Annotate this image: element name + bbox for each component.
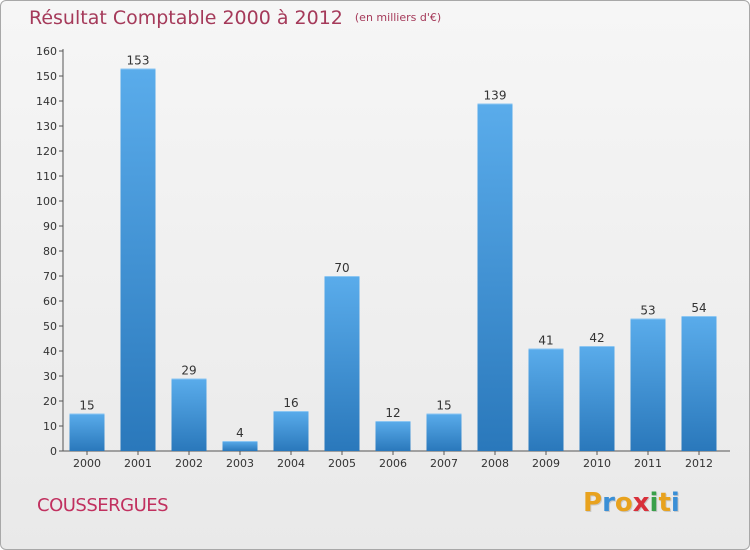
bar-value-label: 15 (436, 399, 451, 413)
bar (375, 421, 411, 451)
y-tick-label: 10 (43, 420, 57, 433)
bar-value-label: 4 (236, 426, 244, 440)
bar (120, 68, 156, 451)
bar-value-label: 139 (484, 89, 507, 103)
bar (681, 316, 717, 451)
bar-value-label: 15 (79, 399, 94, 413)
x-tick-label: 2010 (583, 457, 611, 470)
logo-letter: i (670, 488, 680, 518)
bar (528, 348, 564, 451)
bar-value-label: 12 (385, 406, 400, 420)
bar-value-label: 153 (127, 54, 150, 68)
x-tick-label: 2005 (328, 457, 356, 470)
bars: 15 153 29 4 16 70 12 15 139 41 42 53 54 (69, 54, 717, 451)
x-tick-label: 2004 (277, 457, 305, 470)
y-tick-label: 90 (43, 220, 57, 233)
y-tick-label: 30 (43, 370, 57, 383)
x-tick-label: 2009 (532, 457, 560, 470)
bar-value-label: 54 (691, 301, 706, 315)
y-tick-label: 120 (36, 145, 57, 158)
y-tick-label: 160 (36, 45, 57, 58)
bar (69, 413, 105, 451)
logo-letter: o (614, 488, 633, 518)
bar (630, 318, 666, 451)
y-tick-label: 70 (43, 270, 57, 283)
y-tick-label: 100 (36, 195, 57, 208)
y-tick-label: 50 (43, 320, 57, 333)
bar (171, 378, 207, 451)
bar (273, 411, 309, 451)
y-tick-label: 150 (36, 70, 57, 83)
x-tick-label: 2008 (481, 457, 509, 470)
bar-value-label: 41 (538, 334, 553, 348)
logo-letter: r (602, 488, 615, 518)
y-tick-label: 0 (50, 445, 57, 458)
x-tick-label: 2007 (430, 457, 458, 470)
x-tick-label: 2011 (634, 457, 662, 470)
bar-value-label: 29 (181, 364, 196, 378)
x-tick-label: 2003 (226, 457, 254, 470)
logo-letter: x (632, 488, 650, 518)
proxiti-logo: Proxiti (583, 488, 680, 518)
chart-title: Résultat Comptable 2000 à 2012 (en millie… (29, 7, 441, 29)
y-tick-label: 40 (43, 345, 57, 358)
x-tick-label: 2001 (124, 457, 152, 470)
chart-title-text: Résultat Comptable 2000 à 2012 (29, 7, 343, 29)
x-tick-label: 2000 (73, 457, 101, 470)
logo-letter: i (649, 488, 659, 518)
y-tick-label: 130 (36, 120, 57, 133)
bar-value-label: 70 (334, 261, 349, 275)
bar (477, 103, 513, 451)
y-tick-label: 20 (43, 395, 57, 408)
logo-letter: t (658, 488, 671, 518)
bar (426, 413, 462, 451)
bar-value-label: 53 (640, 304, 655, 318)
commune-name: COUSSERGUES (37, 495, 169, 516)
bar (324, 276, 360, 451)
bar (579, 346, 615, 451)
x-tick-label: 2012 (685, 457, 713, 470)
x-tick-label: 2006 (379, 457, 407, 470)
y-tick-label: 140 (36, 95, 57, 108)
logo-letter: P (583, 488, 603, 518)
bar (222, 441, 258, 451)
chart-unit: (en milliers d'€) (354, 11, 442, 24)
y-tick-label: 60 (43, 295, 57, 308)
x-tick-label: 2002 (175, 457, 203, 470)
y-tick-label: 110 (36, 170, 57, 183)
bar-value-label: 42 (589, 331, 604, 345)
bar-value-label: 16 (283, 396, 298, 410)
y-tick-label: 80 (43, 245, 57, 258)
